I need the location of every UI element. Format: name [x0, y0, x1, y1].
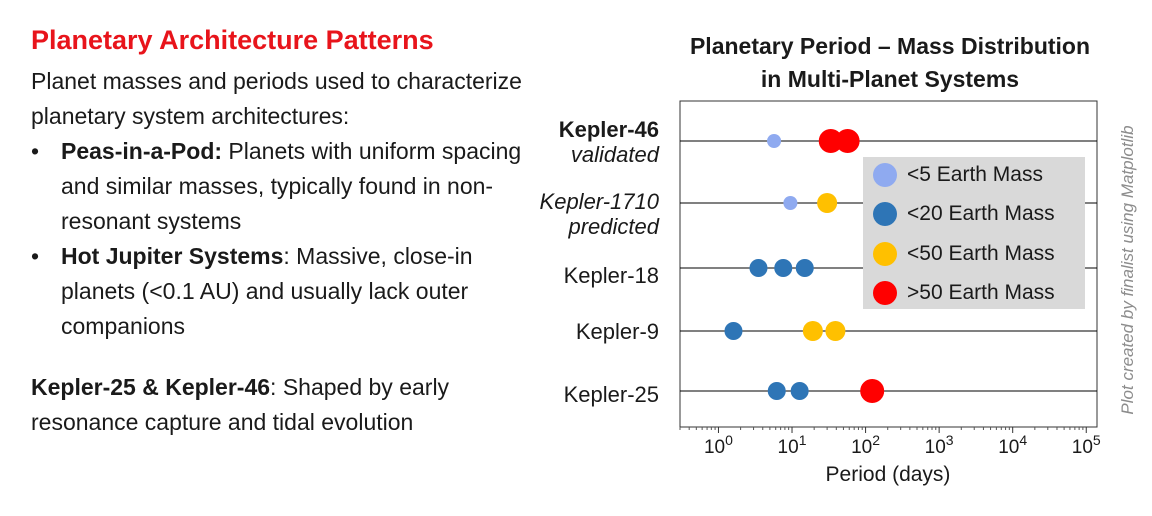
kepler-note: Kepler-25 & Kepler-46: Shaped by early r…	[31, 370, 531, 440]
legend-item: <50 Earth Mass	[873, 239, 1055, 269]
system-label-kepler-25: Kepler-25	[564, 382, 659, 407]
bullet-description: : Massive, close-in planets (<0.1 AU) an…	[61, 243, 473, 339]
legend-item: >50 Earth Mass	[873, 278, 1055, 308]
bullet-term: Peas-in-a-Pod:	[61, 138, 223, 164]
legend-swatch	[873, 281, 897, 305]
chart-title-line1: Planetary Period – Mass Distribution	[689, 33, 1091, 59]
legend-item: <20 Earth Mass	[873, 199, 1055, 229]
x-tick-label: 104	[998, 432, 1027, 458]
bullet-peas-in-a-pod: • Peas-in-a-Pod: Planets with uniform spa…	[31, 134, 531, 239]
system-label-kepler-46: Kepler-46 validated	[559, 117, 659, 167]
x-axis-label: Period (days)	[826, 463, 951, 486]
bullet-term: Hot Jupiter Systems	[61, 243, 284, 269]
planet-marker-kepler-46	[835, 129, 860, 153]
system-status: validated	[570, 142, 659, 167]
planet-markers	[724, 129, 885, 403]
plot-frame	[679, 100, 1098, 428]
system-label-kepler-18: Kepler-18	[564, 263, 659, 288]
watermark-text: Plot created by finalist using Matplotli…	[1118, 125, 1137, 415]
system-label-kepler-9: Kepler-9	[576, 319, 659, 344]
chart-title-line2: in Multi-Planet Systems	[760, 66, 1020, 92]
bullet-marker: •	[31, 138, 40, 164]
intro-text: Planet masses and periods used to charac…	[31, 68, 522, 129]
planet-marker-kepler-18	[749, 259, 768, 277]
planet-marker-kepler-18	[774, 259, 793, 277]
system-name: Kepler-25	[563, 382, 659, 407]
chart-title: Planetary Period – Mass Distribution in …	[640, 30, 1140, 96]
legend-label: <20 Earth Mass	[907, 202, 1055, 225]
planet-marker-kepler-25	[767, 382, 786, 400]
planet-marker-kepler-18	[795, 259, 814, 277]
system-name: Kepler-46	[558, 117, 659, 142]
planet-marker-kepler-1710	[783, 196, 798, 210]
system-name: Kepler-18	[563, 263, 659, 288]
planet-marker-kepler-25	[790, 382, 809, 400]
planet-marker-kepler-9	[724, 322, 743, 340]
chart-legend: <5 Earth Mass <20 Earth Mass <50 Earth M…	[863, 157, 1085, 309]
x-tick-label: 102	[851, 432, 880, 458]
x-tick-label: 105	[1072, 432, 1101, 458]
planet-marker-kepler-25	[860, 379, 885, 403]
x-tick-label: 103	[925, 432, 954, 458]
bullet-list: • Peas-in-a-Pod: Planets with uniform spa…	[31, 134, 531, 344]
note-description: : Shaped by early resonance capture and …	[31, 374, 450, 435]
x-axis-ticks: 100 101 102 103 104 105	[679, 427, 1101, 458]
planet-marker-kepler-46	[818, 129, 843, 153]
legend-label: >50 Earth Mass	[907, 281, 1055, 304]
system-name: Kepler-9	[575, 319, 659, 344]
planet-marker-kepler-9	[825, 321, 846, 341]
system-label-kepler-1710: Kepler-1710 predicted	[540, 189, 659, 239]
x-tick-label: 101	[778, 432, 807, 458]
system-name: Kepler-1710	[539, 189, 659, 214]
legend-swatch	[873, 242, 897, 266]
system-status: predicted	[568, 214, 659, 239]
legend-item: <5 Earth Mass	[873, 160, 1043, 190]
planet-marker-kepler-9	[802, 321, 823, 341]
bullet-hot-jupiter: • Hot Jupiter Systems: Massive, close-in …	[31, 239, 531, 344]
legend-swatch	[873, 163, 897, 187]
planet-marker-kepler-1710	[817, 193, 838, 213]
legend-swatch	[873, 202, 897, 226]
bullet-marker: •	[31, 243, 40, 269]
planet-marker-kepler-46	[767, 134, 782, 148]
text-panel: Planetary Architecture Patterns Planet m…	[31, 22, 531, 440]
bullet-description: Planets with uniform spacing and similar…	[61, 138, 522, 234]
note-term: Kepler-25 & Kepler-46	[31, 374, 271, 400]
x-tick-label: 100	[704, 432, 733, 458]
section-title: Planetary Architecture Patterns	[31, 25, 434, 55]
legend-label: <5 Earth Mass	[907, 163, 1043, 186]
legend-label: <50 Earth Mass	[907, 242, 1055, 265]
